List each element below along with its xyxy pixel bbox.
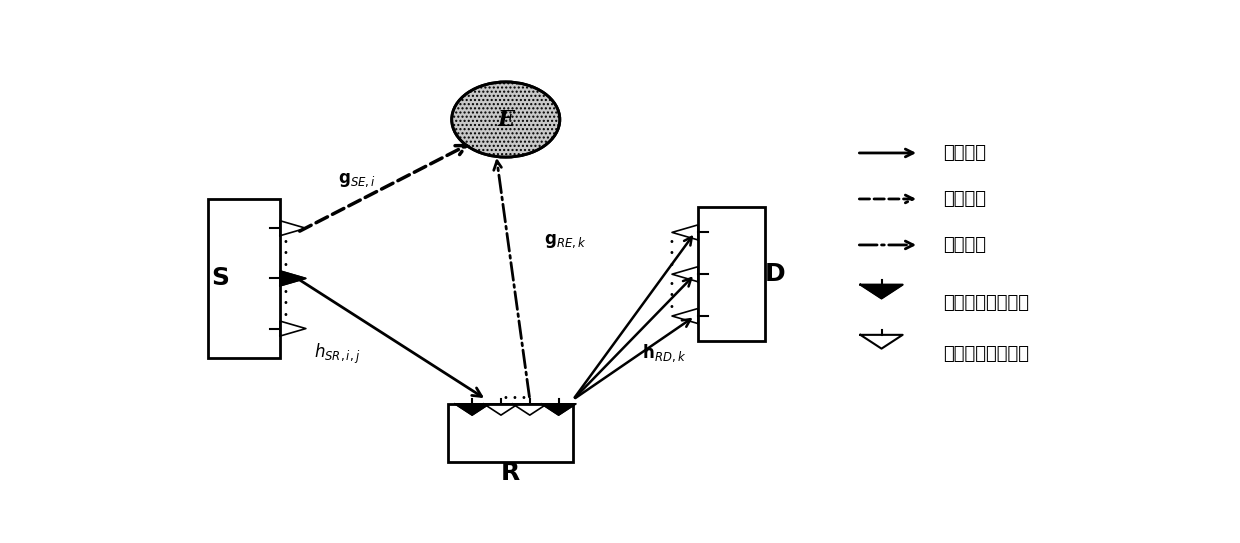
Text: 干扰信道: 干扰信道	[942, 236, 986, 254]
Polygon shape	[861, 285, 903, 299]
Text: S: S	[211, 267, 229, 291]
Text: $\mathbf{g}_{RE,k}$: $\mathbf{g}_{RE,k}$	[544, 232, 587, 250]
Bar	[698, 207, 765, 341]
Text: 合法信道: 合法信道	[942, 144, 986, 162]
Text: •
•
•: • • •	[283, 287, 289, 320]
Polygon shape	[542, 404, 575, 415]
Polygon shape	[455, 404, 490, 415]
Text: •
•
•: • • •	[668, 279, 675, 312]
Text: $\mathbf{g}_{SE,i}$: $\mathbf{g}_{SE,i}$	[337, 171, 376, 189]
Text: •
•
•: • • •	[668, 237, 675, 270]
Bar	[448, 404, 573, 463]
Text: E: E	[497, 109, 515, 130]
Text: 所选择的发送天线: 所选择的发送天线	[942, 294, 1029, 312]
Text: R: R	[501, 461, 521, 485]
Polygon shape	[280, 271, 306, 286]
Bar	[208, 199, 280, 358]
Text: •
•
•: • • •	[283, 237, 289, 270]
Text: $\mathbf{h}_{RD,k}$: $\mathbf{h}_{RD,k}$	[642, 343, 687, 364]
Text: 窃听信道: 窃听信道	[942, 190, 986, 208]
Ellipse shape	[451, 82, 559, 157]
Text: D: D	[765, 262, 785, 286]
Text: • • •: • • •	[503, 393, 527, 402]
Text: 所选择的接收天线: 所选择的接收天线	[942, 345, 1029, 363]
Text: $h_{SR,i,j}$: $h_{SR,i,j}$	[315, 342, 361, 366]
